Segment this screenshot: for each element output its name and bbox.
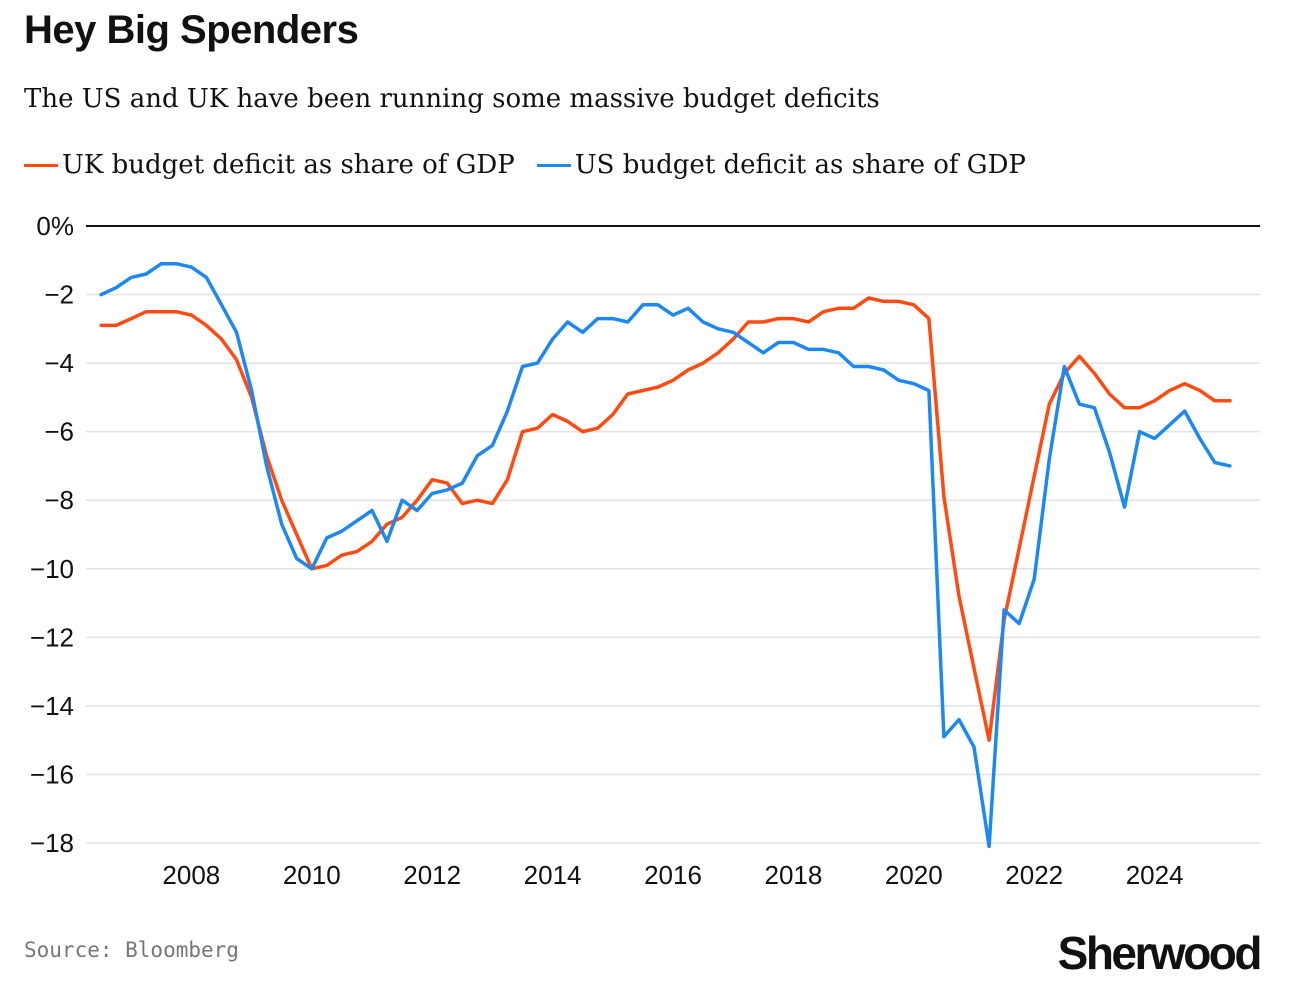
chart-subtitle: The US and UK have been running some mas… (24, 84, 880, 114)
source-note: Source: Bloomberg (24, 938, 239, 962)
legend-label-uk: UK budget deficit as share of GDP (62, 150, 515, 180)
y-tick-label: −10 (30, 554, 74, 584)
x-tick-label: 2020 (885, 860, 943, 890)
y-tick-label: −2 (44, 280, 74, 310)
uk-series-line (99, 296, 1232, 742)
y-tick-label: −4 (44, 348, 74, 378)
y-tick-label: −14 (30, 691, 74, 721)
x-tick-label: 2008 (162, 860, 220, 890)
series-lines (99, 261, 1232, 849)
legend-swatch-uk (24, 163, 58, 167)
x-tick-label: 2018 (764, 860, 822, 890)
legend-label-us: US budget deficit as share of GDP (574, 150, 1026, 180)
y-axis: 0% −2 −4 −6 −8 −10 −12 −14 −16 −18 (30, 211, 74, 858)
us-series-line (99, 261, 1232, 849)
grid (86, 225, 1260, 844)
x-tick-label: 2014 (524, 860, 582, 890)
legend-item-us: US budget deficit as share of GDP (536, 150, 1026, 180)
x-tick-label: 2024 (1126, 860, 1184, 890)
legend-item-uk: UK budget deficit as share of GDP (24, 150, 515, 180)
x-tick-label: 2012 (403, 860, 461, 890)
y-tick-label: −18 (30, 828, 74, 858)
x-tick-label: 2022 (1005, 860, 1063, 890)
x-tick-label: 2010 (283, 860, 341, 890)
legend-swatch-us (536, 163, 571, 167)
y-tick-label: −6 (44, 417, 74, 447)
legend: UK budget deficit as share of GDP US bud… (24, 150, 1026, 180)
x-axis: 2008 2010 2012 2014 2016 2018 2020 2022 2024 (162, 860, 1183, 890)
brand-logo: Sherwood (1057, 927, 1263, 979)
y-tick-label: −12 (30, 622, 74, 652)
x-tick-label: 2016 (644, 860, 702, 890)
y-tick-label: −16 (30, 759, 74, 789)
y-tick-label: 0% (36, 211, 74, 241)
y-tick-label: −8 (44, 485, 74, 515)
chart-title: Hey Big Spenders (24, 8, 359, 52)
